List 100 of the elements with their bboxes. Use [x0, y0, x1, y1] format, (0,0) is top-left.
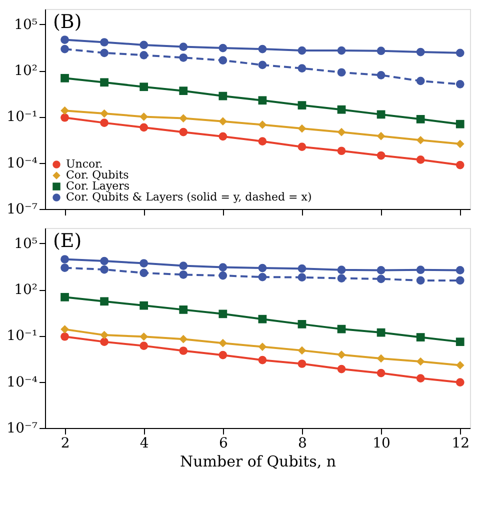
point — [140, 268, 148, 278]
point — [416, 357, 425, 366]
point — [298, 320, 306, 328]
point — [258, 120, 267, 129]
point — [60, 74, 69, 82]
legend-label: Cor. Qubits & Layers (solid = y, dashed = x) — [66, 190, 312, 204]
y-tick-label: 10⁻¹ — [6, 109, 38, 126]
point — [179, 270, 188, 279]
point — [416, 266, 425, 274]
point — [140, 50, 148, 60]
point — [298, 101, 306, 110]
point — [298, 124, 306, 133]
point — [298, 360, 306, 368]
point — [416, 48, 425, 56]
x-axis-title: Number of Qubits, n — [180, 452, 336, 470]
point — [100, 48, 108, 58]
point — [416, 114, 425, 124]
point — [218, 271, 228, 280]
y-tick-label: 10⁵ — [14, 236, 38, 252]
point — [456, 266, 464, 274]
point — [337, 364, 346, 374]
point — [100, 330, 108, 340]
point — [298, 264, 306, 273]
point — [218, 263, 228, 272]
point — [218, 132, 228, 141]
point — [258, 264, 267, 272]
x-tick-label: 8 — [298, 436, 307, 452]
point — [60, 255, 69, 264]
point — [140, 301, 148, 310]
point — [179, 334, 188, 344]
point — [337, 266, 346, 274]
x-tick-label: 2 — [60, 436, 70, 452]
point — [376, 328, 386, 337]
y-tick-label: 10⁻⁴ — [6, 374, 38, 390]
chart-title: (E) — [53, 230, 82, 252]
point — [140, 123, 148, 132]
point — [100, 109, 108, 118]
point — [456, 361, 464, 370]
point — [376, 110, 386, 119]
point — [100, 256, 108, 266]
point — [456, 338, 464, 346]
point — [456, 120, 464, 128]
point — [258, 44, 267, 54]
y-tick-label: 10⁻⁷ — [6, 420, 38, 436]
point — [456, 276, 464, 285]
y-tick-label: 10⁻⁷ — [6, 202, 38, 218]
point — [179, 42, 188, 51]
x-tick-label: 4 — [140, 436, 149, 452]
point — [258, 96, 267, 105]
chart-title: (B) — [53, 11, 82, 33]
point — [60, 113, 69, 122]
point — [376, 151, 386, 160]
point — [218, 44, 228, 52]
x-tick-label: 12 — [452, 436, 470, 452]
point — [376, 132, 386, 140]
legend-label: Cor. Layers — [66, 180, 130, 192]
legend-label: Uncor. — [66, 158, 103, 170]
point — [218, 338, 228, 348]
point — [60, 44, 69, 54]
point — [298, 142, 306, 151]
point — [337, 324, 346, 334]
point — [376, 368, 386, 378]
point — [60, 264, 69, 272]
point — [376, 46, 386, 56]
point — [140, 342, 148, 350]
point — [218, 310, 228, 318]
y-tick-label: 10⁻⁴ — [6, 155, 38, 172]
point — [179, 346, 188, 355]
x-tick-label: 6 — [218, 436, 228, 452]
point — [337, 350, 346, 359]
point — [416, 156, 425, 164]
point — [140, 112, 148, 121]
point — [337, 68, 346, 77]
legend-label: Cor. Qubits — [66, 168, 130, 182]
point — [60, 292, 69, 302]
point — [416, 76, 425, 86]
point — [258, 60, 267, 70]
point — [218, 56, 228, 65]
point — [416, 374, 425, 382]
point — [179, 53, 188, 62]
point — [456, 378, 464, 387]
point — [298, 64, 306, 72]
point — [376, 354, 386, 363]
point — [258, 137, 267, 146]
point — [258, 356, 267, 364]
point — [100, 297, 108, 306]
y-tick-label: 10⁵ — [14, 16, 38, 33]
point — [100, 265, 108, 274]
point — [337, 128, 346, 136]
point — [218, 117, 228, 126]
point — [376, 266, 386, 274]
point — [60, 36, 69, 44]
x-tick-label: 10 — [372, 436, 390, 452]
point — [337, 274, 346, 282]
point — [100, 78, 108, 87]
y-tick-label: 10² — [14, 282, 38, 298]
point — [258, 342, 267, 351]
point — [179, 114, 188, 122]
point — [416, 276, 425, 285]
point — [218, 350, 228, 360]
